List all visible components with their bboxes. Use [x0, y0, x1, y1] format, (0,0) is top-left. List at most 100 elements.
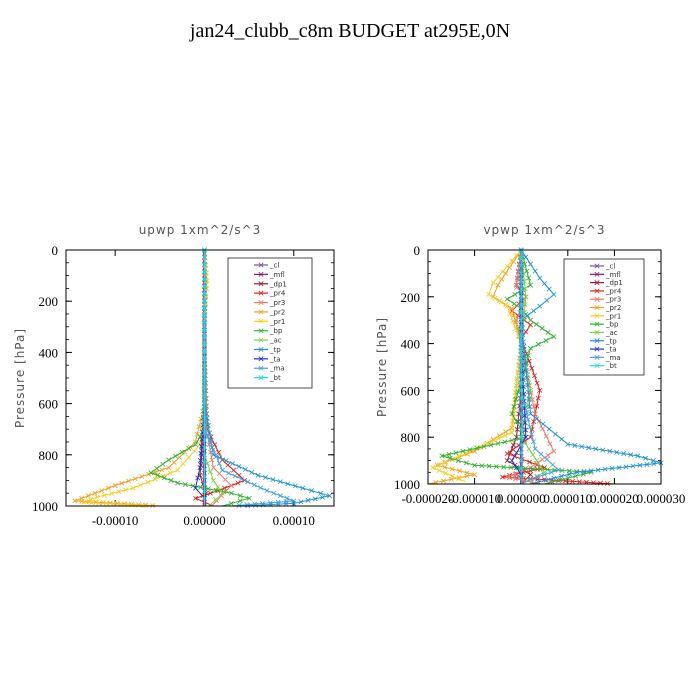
series-point-ma: [258, 485, 264, 491]
legend-marker-bt: [594, 363, 600, 369]
series-point-bt: [201, 459, 207, 465]
legend-label-ma: _ma: [605, 354, 621, 362]
series-point-bp: [237, 493, 243, 499]
series-point-bt: [518, 255, 524, 261]
series-point-tp: [242, 466, 248, 472]
series-point-pr2: [472, 472, 478, 478]
series-point-bp: [474, 445, 480, 451]
series-point-ac: [522, 440, 528, 446]
series-point-tp: [616, 465, 622, 471]
series-point-bt: [518, 294, 524, 300]
series-point-bp: [533, 321, 539, 327]
series-point-ma: [550, 462, 556, 468]
series-point-bp: [495, 440, 501, 446]
series-point-bp: [460, 448, 466, 454]
series-point-pr3: [531, 404, 537, 410]
series-point-tp: [621, 451, 627, 457]
series-point-pr1: [462, 451, 468, 457]
series-point-tp: [628, 452, 634, 458]
series-point-pr3: [539, 456, 545, 462]
legend-label-ac: _ac: [605, 329, 618, 337]
series-point-pr2: [105, 485, 111, 491]
series-point-bp: [522, 261, 528, 267]
legend-label-ta: _ta: [269, 355, 281, 363]
series-point-pr4: [235, 480, 241, 486]
series-point-bp: [488, 442, 494, 448]
series-point-pr1: [510, 415, 516, 421]
series-point-bp: [446, 451, 452, 457]
series-point-ma: [529, 431, 535, 437]
legend-marker-ac: [258, 337, 264, 343]
legend-label-bt: _bt: [269, 374, 281, 382]
legend-label-pr4: _pr4: [605, 287, 622, 295]
series-point-tp: [623, 464, 629, 470]
series-point-tp: [651, 461, 657, 467]
series-point-pr1: [507, 311, 513, 317]
series-point-tp: [263, 474, 268, 480]
series-point-ma: [535, 474, 540, 480]
series-point-ac: [534, 458, 540, 464]
series-point-bp: [154, 465, 160, 471]
series-point-bp: [447, 455, 453, 461]
legend-label-pr2: _pr2: [269, 308, 285, 316]
legend-marker-pr3: [258, 300, 264, 306]
legend-marker-mfl: [258, 271, 264, 277]
series-point-pr4: [527, 459, 533, 465]
series-point-pr1: [502, 433, 508, 439]
series-point-ac: [204, 460, 210, 466]
series-point-bp: [509, 411, 515, 417]
series-point-ta: [195, 475, 201, 481]
series-point-tp: [207, 430, 213, 436]
series-point-tp: [637, 462, 643, 468]
series-point-pr2: [86, 499, 92, 505]
y-tick-label: 600: [39, 397, 59, 412]
series-point-ma: [291, 498, 297, 504]
series-point-bp: [463, 460, 469, 466]
y-tick-label: 0: [414, 243, 421, 258]
series-point-pr1: [436, 462, 442, 468]
series-point-bp: [453, 450, 459, 456]
series-point-tp: [581, 469, 587, 475]
x-tick-label: -0.00010: [92, 513, 139, 528]
series-point-bt: [201, 291, 207, 297]
series-point-dp1: [514, 434, 520, 440]
series-point-bt: [518, 419, 524, 425]
legend-label-ac: _ac: [269, 337, 282, 345]
series-point-pr2: [198, 416, 204, 422]
series-point-pr2: [511, 313, 517, 319]
series-point-pr2: [507, 265, 513, 271]
series-point-ac: [542, 469, 547, 475]
series-point-ta: [199, 429, 205, 435]
series-point-pr2: [139, 474, 145, 480]
series-point-pr3: [210, 465, 216, 471]
series-point-tp: [531, 308, 537, 314]
series-point-ma: [213, 454, 219, 459]
series-point-pr2: [456, 475, 462, 481]
series-point-tp: [525, 382, 531, 388]
legend-marker-ac: [594, 329, 600, 335]
series-point-pr2: [114, 500, 120, 506]
series-point-bt: [518, 458, 524, 464]
series-point-bt: [518, 325, 524, 331]
series-point-tp: [319, 494, 325, 500]
series-point-tp: [277, 479, 283, 485]
series-point-ta: [199, 443, 204, 449]
series-point-tp: [283, 501, 289, 507]
series-point-bp: [512, 291, 518, 297]
legend-label-pr1: _pr1: [605, 312, 621, 320]
series-point-pr4: [225, 462, 231, 468]
series-point-tp: [542, 281, 547, 287]
series-point-pr1: [443, 459, 449, 465]
legend-label-mfl: _mfl: [605, 271, 621, 279]
series-point-tp: [551, 291, 557, 297]
series-point-bp: [493, 464, 499, 470]
series-point-pr2: [72, 498, 78, 504]
series-point-pr1: [510, 318, 516, 324]
series-point-tp: [318, 490, 324, 496]
series-point-tp: [249, 469, 255, 475]
series-point-pr1: [103, 500, 109, 506]
legend-marker-tp: [258, 346, 264, 352]
series-point-pr4: [509, 308, 515, 314]
